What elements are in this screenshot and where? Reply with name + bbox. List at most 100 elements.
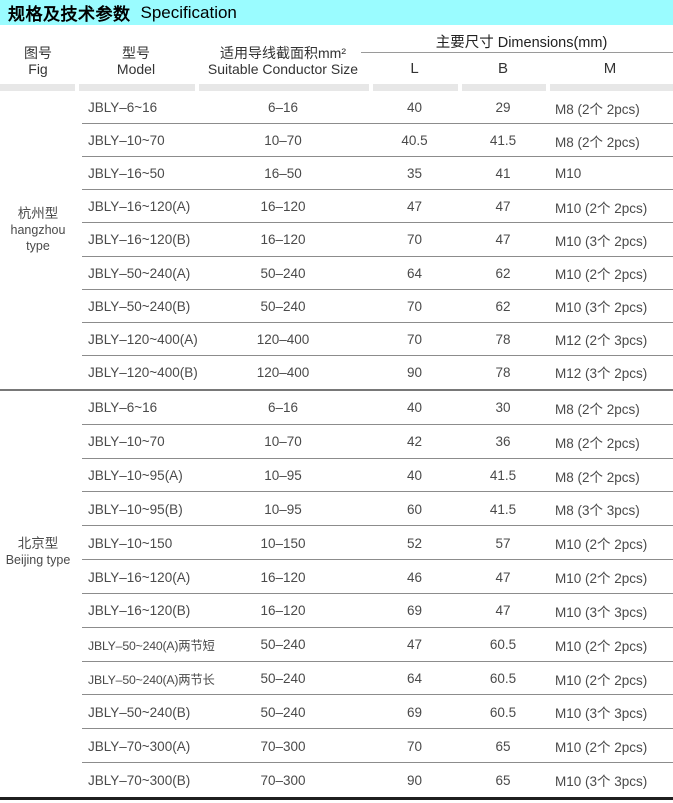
dimension-b-cell: 65 — [495, 772, 511, 788]
dimension-b-cell: 41.5 — [489, 501, 517, 517]
table-row: JBLY–16~120(A) 16–120 46 47 M10 (2个 2pcs) — [76, 560, 673, 594]
fig-type-cell: 北京型 Beijing type — [0, 391, 76, 797]
page-title-en: Specification — [140, 2, 237, 22]
column-header-conductor-en: Suitable Conductor Size — [207, 61, 359, 77]
dimension-b-cell: 78 — [495, 331, 511, 347]
dimension-b-cell: 62 — [495, 298, 511, 314]
fig-type-cell: 杭州型 hangzhou type — [0, 91, 76, 389]
model-cell: JBLY–6~16 — [88, 400, 158, 416]
dimension-m-cell: M10 (3个 3pcs) — [555, 706, 648, 722]
dimension-m-cell: M10 (3个 2pcs) — [555, 300, 648, 316]
column-header-m: M — [603, 60, 617, 77]
dimension-m-cell: M8 (2个 2pcs) — [555, 101, 640, 117]
model-cell: JBLY–50~240(B) — [88, 704, 191, 720]
model-cell: JBLY–120~400(B) — [88, 364, 198, 380]
table-row: JBLY–50~240(A) 50–240 64 62 M10 (2个 2pcs) — [76, 257, 673, 290]
dimension-b-cell: 57 — [495, 535, 511, 551]
dimension-l-cell: 47 — [406, 637, 423, 653]
table-row: JBLY–120~400(A) 120–400 70 78 M12 (2个 3pcs) — [76, 323, 673, 356]
dimension-l-cell: 40 — [406, 468, 423, 484]
dimension-b-cell: 60.5 — [489, 704, 517, 720]
dimension-l-cell: 64 — [406, 265, 423, 281]
conductor-size-cell: 70–300 — [260, 772, 306, 788]
column-header-fig-zh: 图号 — [24, 45, 52, 61]
dimension-m-cell: M8 (3个 3pcs) — [555, 503, 640, 519]
conductor-size-cell: 10–95 — [264, 501, 302, 517]
table-row: JBLY–50~240(B) 50–240 70 62 M10 (3个 2pcs) — [76, 290, 673, 323]
table-body: 杭州型 hangzhou type JBLY–6~16 6–16 40 29 M8 (2个 2… — [0, 91, 673, 800]
table-row: JBLY–70~300(A) 70–300 70 65 M10 (2个 2pcs) — [76, 729, 673, 763]
dimension-m-cell: M10 (3个 2pcs) — [555, 233, 648, 249]
dimension-l-cell: 47 — [406, 199, 423, 215]
dimension-b-cell: 47 — [495, 569, 511, 585]
table-row: JBLY–10~70 10–70 40.5 41.5 M8 (2个 2pcs) — [76, 124, 673, 158]
fig-type-label-line: 杭州型 — [17, 206, 59, 221]
fig-type-label-line: type — [26, 239, 50, 253]
model-cell: JBLY–70~300(A) — [88, 738, 191, 754]
dimension-b-cell: 62 — [495, 265, 511, 281]
dimension-m-cell: M10 (2个 2pcs) — [555, 200, 648, 216]
table-row: JBLY–16~120(B) 16–120 69 47 M10 (3个 3pcs) — [76, 594, 673, 628]
dimension-l-cell: 70 — [406, 298, 423, 314]
table-row: JBLY–6~16 6–16 40 30 M8 (2个 2pcs) — [76, 391, 673, 425]
dimension-m-cell: M8 (2个 2pcs) — [555, 435, 640, 451]
conductor-size-cell: 50–240 — [260, 704, 306, 720]
page-title-zh: 规格及技术参数 — [8, 5, 131, 24]
table-section: 杭州型 hangzhou type JBLY–6~16 6–16 40 29 M8 (2个 2… — [0, 91, 673, 389]
dimension-b-cell: 41 — [495, 166, 511, 182]
dimension-l-cell: 40.5 — [401, 133, 428, 149]
table-row: JBLY–50~240(B) 50–240 69 60.5 M10 (3个 3pcs) — [76, 695, 673, 730]
model-cell: JBLY–50~240(A) — [88, 265, 191, 281]
dimension-m-cell: M10 (2个 2pcs) — [555, 740, 648, 756]
model-cell: JBLY–16~120(A) — [88, 199, 191, 215]
column-header-fig: 图号 Fig — [0, 45, 76, 77]
dimension-m-cell: M8 (2个 2pcs) — [555, 469, 640, 485]
dimension-l-cell: 40 — [406, 100, 423, 116]
conductor-size-cell: 6–16 — [267, 400, 299, 416]
conductor-size-cell: 16–120 — [260, 569, 306, 585]
dimension-b-cell: 47 — [495, 232, 511, 248]
dimension-m-cell: M10 (3个 3pcs) — [555, 774, 648, 790]
dimensions-subheaders: L B M — [370, 60, 673, 77]
conductor-size-cell: 16–120 — [260, 232, 306, 248]
dimension-m-cell: M8 (2个 2pcs) — [555, 401, 640, 417]
dimension-b-cell: 60.5 — [489, 637, 517, 653]
dimension-m-cell: M10 (2个 2pcs) — [555, 537, 648, 553]
fig-type-label-line: 北京型 — [17, 536, 59, 551]
dimension-b-cell: 41.5 — [489, 133, 517, 149]
model-cell: JBLY–10~95(A) — [88, 468, 183, 484]
dimension-m-cell: M10 (2个 2pcs) — [555, 267, 648, 283]
dimension-b-cell: 60.5 — [489, 671, 517, 687]
conductor-size-cell: 120–400 — [256, 331, 310, 347]
dimension-l-cell: 69 — [406, 704, 423, 720]
dimension-l-cell: 52 — [406, 535, 423, 551]
dimension-m-cell: M10 — [555, 166, 582, 182]
dimension-l-cell: 90 — [406, 364, 423, 380]
table-row: JBLY–70~300(B) 70–300 90 65 M10 (3个 3pcs) — [76, 763, 673, 797]
dimension-b-cell: 29 — [495, 100, 511, 116]
model-cell: JBLY–16~120(B) — [88, 603, 191, 619]
section-title-band: 规格及技术参数 Specification — [0, 0, 673, 25]
table-row: JBLY–16~50 16–50 35 41 M10 — [76, 157, 673, 191]
dimension-b-cell: 36 — [495, 434, 511, 450]
dimension-b-cell: 47 — [495, 603, 511, 619]
model-cell: JBLY–16~50 — [88, 166, 165, 182]
dimension-l-cell: 60 — [406, 501, 423, 517]
conductor-size-cell: 16–120 — [260, 199, 306, 215]
conductor-size-cell: 6–16 — [267, 100, 299, 116]
dimension-l-cell: 42 — [406, 434, 423, 450]
dimension-l-cell: 64 — [406, 671, 423, 687]
table-rows: JBLY–6~16 6–16 40 30 M8 (2个 2pcs) JBLY–10~70 1… — [76, 391, 673, 797]
conductor-size-cell: 50–240 — [260, 298, 306, 314]
dimensions-group-label: 主要尺寸 Dimensions(mm) — [435, 35, 608, 51]
dimension-m-cell: M10 (3个 3pcs) — [555, 604, 648, 620]
table-row: JBLY–10~150 10–150 52 57 M10 (2个 2pcs) — [76, 526, 673, 560]
conductor-size-cell: 16–120 — [260, 603, 306, 619]
conductor-size-cell: 10–95 — [264, 468, 302, 484]
table-row: JBLY–6~16 6–16 40 29 M8 (2个 2pcs) — [76, 91, 673, 125]
divider-segment — [79, 84, 195, 91]
dimensions-underline — [361, 52, 673, 53]
dimension-m-cell: M8 (2个 2pcs) — [555, 134, 640, 150]
model-cell: JBLY–10~70 — [88, 133, 165, 149]
